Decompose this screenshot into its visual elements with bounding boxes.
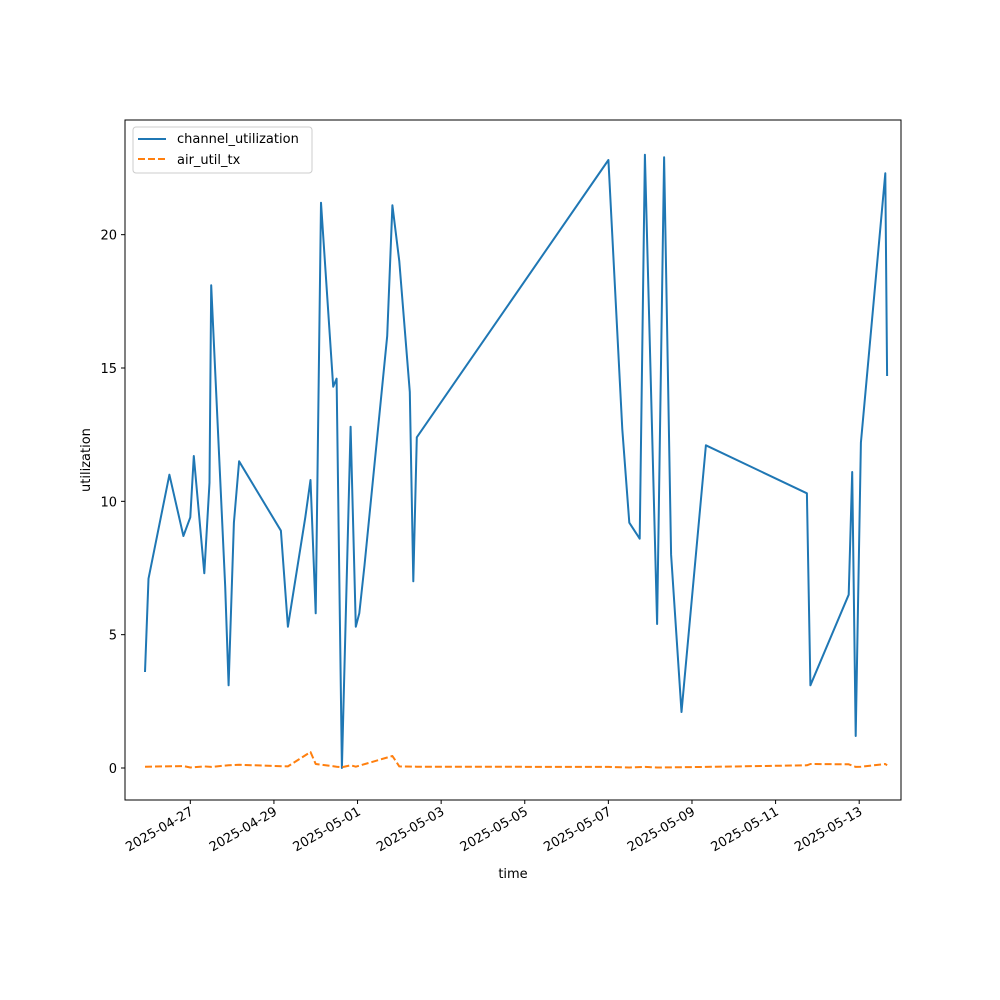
y-tick-label: 0 bbox=[109, 762, 117, 777]
legend: channel_utilization air_util_tx bbox=[132, 126, 313, 174]
x-axis-label: time bbox=[498, 867, 527, 882]
series-line-air-util-tx bbox=[144, 751, 888, 769]
y-axis-label: utilization bbox=[79, 428, 94, 492]
y-tick-label: 5 bbox=[109, 629, 117, 644]
y-tick-label: 10 bbox=[100, 495, 117, 510]
axes-frame bbox=[124, 119, 902, 801]
legend-box bbox=[132, 126, 313, 174]
plot-area bbox=[144, 153, 889, 769]
y-tick-label: 20 bbox=[100, 229, 117, 244]
legend-label-air-util-tx: air_util_tx bbox=[177, 153, 241, 168]
legend-label-channel-utilization: channel_utilization bbox=[177, 132, 299, 147]
y-tick-label: 15 bbox=[100, 362, 117, 377]
series-line-channel-utilization bbox=[144, 153, 889, 769]
